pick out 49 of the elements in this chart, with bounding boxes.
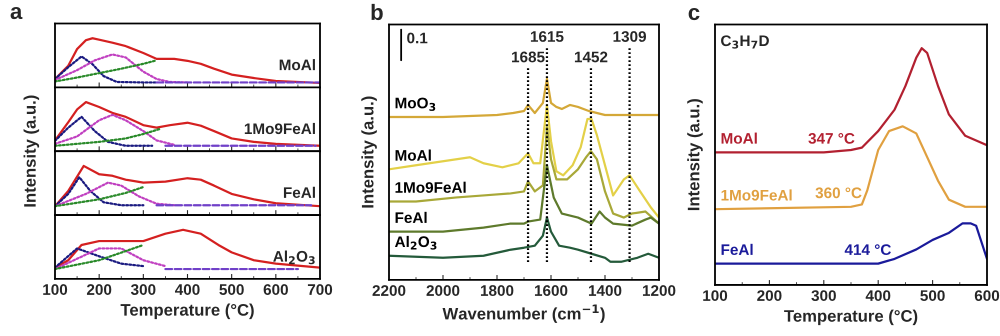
annotation: 347 °C bbox=[808, 132, 855, 144]
x-tick-label: 700 bbox=[308, 284, 332, 295]
x-tick-label: 600 bbox=[974, 290, 1000, 302]
x-tick-label: 100 bbox=[43, 284, 68, 295]
x-tick-label: 2200 bbox=[372, 285, 406, 296]
x-tick-label: 300 bbox=[130, 284, 156, 295]
x-tick-label: 500 bbox=[920, 290, 945, 302]
series-label: MoO$_{3}$ bbox=[396, 98, 436, 111]
x-tick-label: 300 bbox=[811, 290, 836, 302]
series-label: MoAl bbox=[722, 132, 757, 144]
text: 0.1 bbox=[407, 32, 428, 44]
annotation: FeAl bbox=[284, 186, 315, 198]
ref-line-label: 1452 bbox=[574, 52, 608, 62]
ref-line-label: 1685 bbox=[512, 52, 545, 62]
y-axis-title: Intensity (a.u.) bbox=[687, 99, 703, 210]
x-tick-label: 500 bbox=[219, 284, 244, 295]
annotation: C$_{3}$H$_{7}$D bbox=[721, 35, 769, 49]
y-axis-title: Intensity (a.u.) bbox=[24, 96, 40, 207]
x-tick-label: 1800 bbox=[480, 285, 514, 296]
chart-title: a bbox=[10, 6, 22, 20]
x-axis-title: Temperature (°C) bbox=[120, 304, 254, 320]
x-axis-title: Temperature (°C) bbox=[784, 310, 918, 326]
ref-line-label: 1309 bbox=[614, 31, 646, 42]
x-tick-label: 100 bbox=[703, 290, 728, 302]
x-tick-label: 1600 bbox=[534, 285, 568, 296]
series-label: MoAl bbox=[396, 150, 431, 161]
x-tick-label: 1200 bbox=[642, 285, 676, 296]
annotation: MoAl bbox=[280, 59, 315, 70]
annotation: Al$_{2}$O$_{3}$ bbox=[273, 250, 315, 264]
chart-title: c bbox=[688, 8, 700, 20]
x-tick-label: 400 bbox=[174, 284, 200, 295]
annotation: 414 °C bbox=[844, 244, 891, 256]
x-axis-title: Wavenumber (cm$^{−1}$) bbox=[442, 304, 605, 323]
x-tick-label: 1400 bbox=[588, 285, 622, 296]
annotation: 360 °C bbox=[815, 187, 862, 198]
series-label: FeAl bbox=[722, 244, 753, 256]
chart-title: b bbox=[372, 4, 383, 20]
x-tick-label: 400 bbox=[866, 290, 890, 302]
x-tick-label: 2000 bbox=[426, 285, 460, 296]
y-axis-title: Intensity (a.u.) bbox=[361, 96, 377, 208]
series-label: 1Mo9FeAl bbox=[722, 189, 792, 201]
x-tick-label: 200 bbox=[757, 290, 782, 302]
annotation: 1Mo9FeAl bbox=[244, 122, 315, 134]
series-label: FeAl bbox=[396, 212, 427, 224]
ref-line-label: 1615 bbox=[530, 31, 564, 42]
series-label: 1Mo9FeAl bbox=[396, 182, 466, 193]
x-tick-label: 600 bbox=[264, 284, 288, 295]
series-label: Al$_{2}$O$_{3}$ bbox=[394, 236, 436, 250]
x-tick-label: 200 bbox=[86, 284, 112, 295]
